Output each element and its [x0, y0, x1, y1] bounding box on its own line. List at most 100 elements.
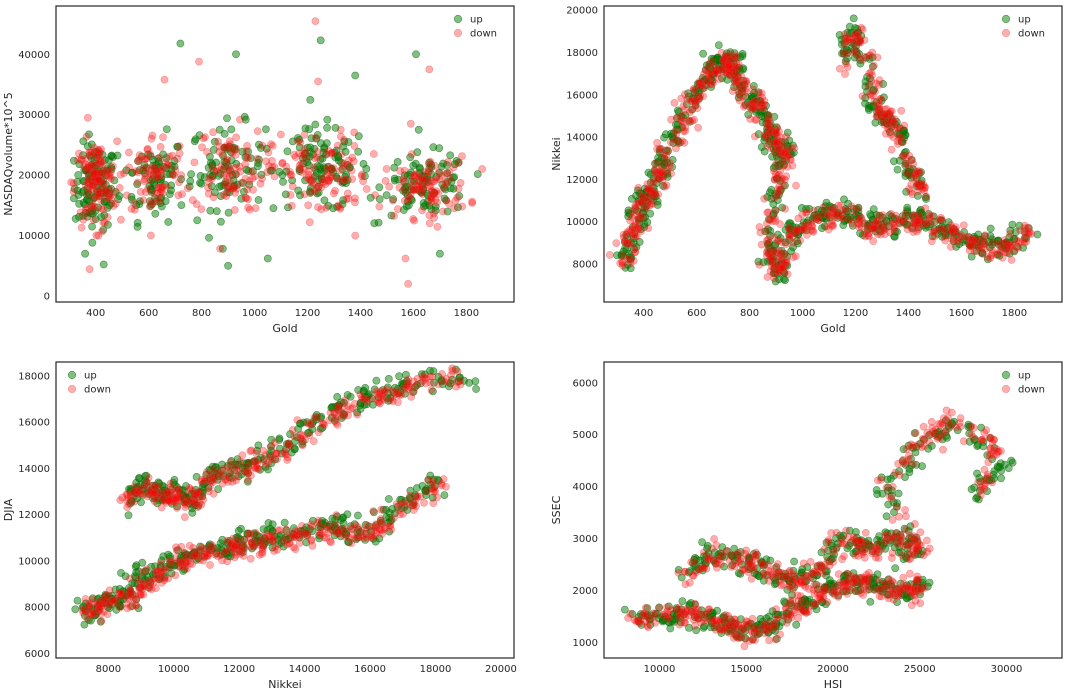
- point-up: [94, 149, 103, 158]
- point-down: [88, 202, 96, 211]
- point-down: [873, 111, 882, 119]
- point-up: [71, 605, 80, 614]
- point-down: [674, 568, 683, 577]
- point-down: [301, 148, 310, 157]
- point-down: [776, 220, 784, 228]
- point-down: [262, 157, 270, 166]
- point-down: [158, 182, 167, 191]
- point-down: [245, 177, 254, 186]
- point-down: [329, 189, 338, 198]
- point-up: [768, 256, 777, 264]
- point-down: [755, 260, 764, 269]
- point-down: [308, 542, 317, 550]
- point-down: [84, 178, 92, 187]
- point-up: [344, 138, 353, 146]
- point-down: [727, 618, 736, 627]
- point-up: [994, 463, 1003, 472]
- point-down: [222, 142, 231, 150]
- point-down: [109, 162, 117, 171]
- x-tick-label: 1200: [843, 308, 868, 319]
- point-up: [403, 171, 412, 180]
- point-down: [125, 574, 134, 583]
- point-down: [330, 409, 339, 417]
- point-down: [278, 537, 287, 546]
- point-down: [359, 177, 367, 186]
- point-down: [133, 168, 142, 177]
- point-down: [232, 133, 240, 142]
- point-down: [429, 499, 438, 507]
- point-down: [426, 157, 435, 166]
- point-down: [311, 133, 320, 142]
- point-down: [856, 589, 865, 597]
- point-down: [82, 181, 90, 190]
- point-up: [849, 204, 858, 213]
- point-down: [160, 75, 169, 84]
- point-down: [404, 279, 412, 288]
- point-down: [173, 503, 181, 512]
- point-down: [456, 178, 465, 187]
- point-down: [897, 106, 906, 115]
- point-up: [278, 171, 287, 179]
- point-down: [415, 173, 423, 182]
- point-down: [99, 179, 108, 188]
- point-down: [927, 237, 936, 246]
- point-up: [313, 162, 322, 171]
- point-down: [175, 178, 183, 187]
- point-up: [834, 209, 843, 218]
- point-up: [718, 56, 727, 65]
- point-down: [130, 199, 139, 207]
- point-down: [94, 189, 103, 198]
- point-up: [850, 39, 859, 47]
- point-down: [305, 218, 314, 227]
- point-down: [86, 148, 94, 157]
- point-down: [890, 223, 899, 232]
- point-down: [940, 225, 949, 233]
- point-down: [171, 571, 180, 580]
- point-down: [138, 489, 147, 498]
- point-up: [635, 218, 644, 227]
- point-up: [414, 125, 423, 134]
- point-down: [426, 176, 434, 185]
- point-down: [81, 205, 90, 214]
- point-up: [1013, 242, 1021, 251]
- y-tick-label: 8000: [573, 259, 598, 270]
- point-down: [85, 161, 93, 170]
- point-down: [80, 162, 88, 171]
- point-up: [688, 105, 697, 114]
- point-up: [384, 374, 393, 383]
- y-tick-label: 20000: [566, 6, 598, 17]
- point-up: [730, 76, 739, 85]
- point-down: [92, 231, 101, 240]
- point-down: [814, 216, 823, 224]
- point-down: [732, 77, 741, 86]
- point-down: [103, 610, 112, 619]
- point-up: [137, 152, 146, 161]
- point-down: [894, 215, 903, 224]
- point-down: [197, 543, 206, 552]
- point-down: [342, 195, 351, 203]
- point-down: [149, 163, 157, 171]
- point-down: [612, 239, 621, 247]
- point-up: [666, 624, 675, 633]
- point-down: [300, 190, 309, 199]
- point-down: [634, 183, 643, 192]
- point-up: [1021, 233, 1029, 242]
- point-down: [340, 409, 349, 418]
- point-down: [214, 137, 222, 146]
- point-up: [105, 189, 113, 198]
- point-up: [1004, 464, 1013, 472]
- point-down: [430, 209, 438, 218]
- point-down: [299, 165, 308, 174]
- point-up: [869, 101, 878, 110]
- point-down: [84, 164, 93, 173]
- point-up: [761, 227, 770, 236]
- point-down: [251, 204, 260, 212]
- point-down: [401, 254, 410, 263]
- point-up: [978, 249, 987, 258]
- point-down: [631, 248, 639, 257]
- point-up: [254, 159, 263, 167]
- point-up: [409, 161, 418, 170]
- point-down: [689, 85, 698, 93]
- point-up: [856, 56, 864, 64]
- point-up: [222, 158, 231, 167]
